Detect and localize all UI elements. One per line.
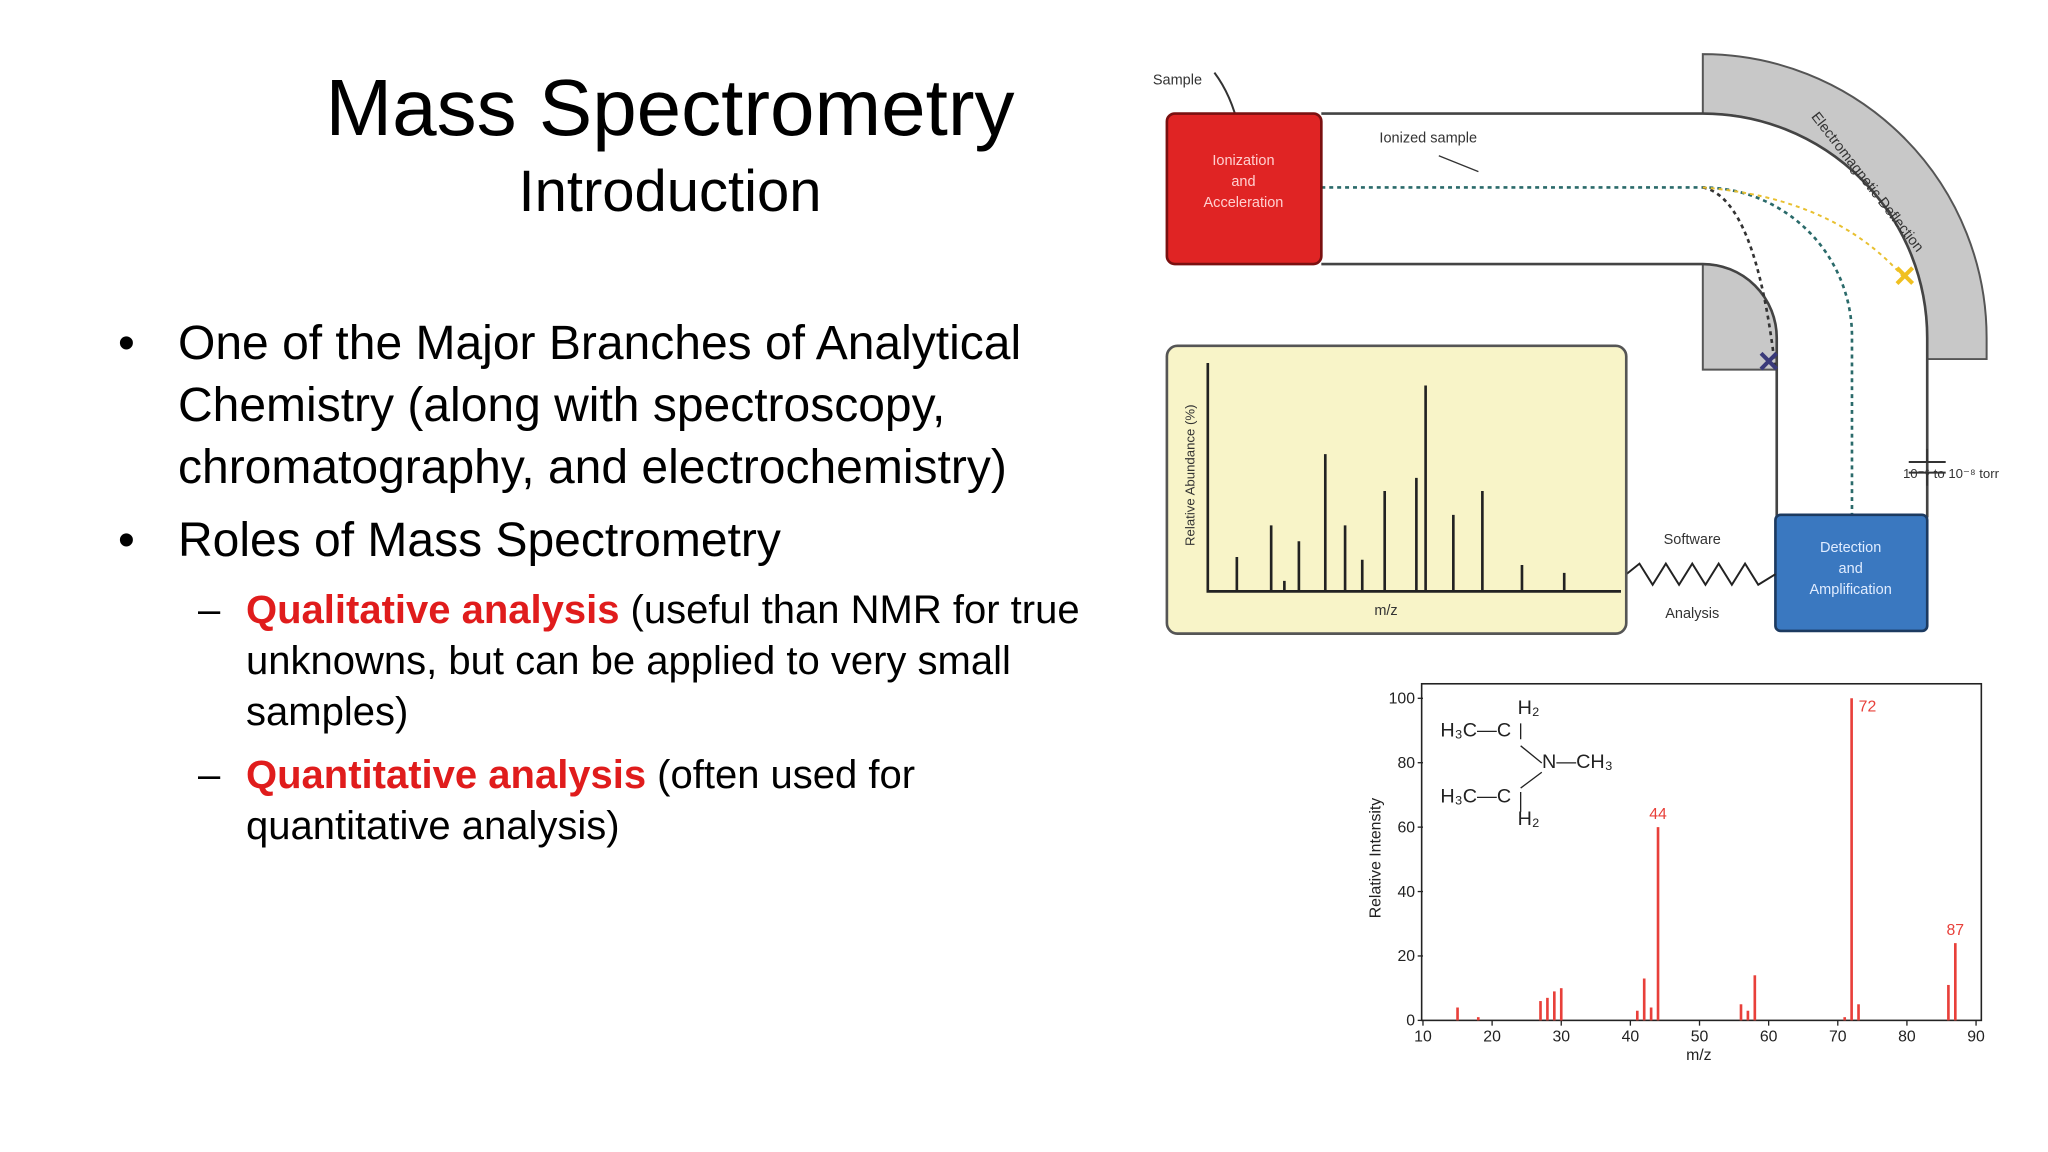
x-mark: × [1758, 341, 1780, 382]
diagram-label: Acceleration [1204, 195, 1284, 211]
detector-box [1774, 513, 1929, 633]
y-tick-label: 100 [1389, 691, 1416, 708]
sub-bullet-marker: – [198, 753, 221, 797]
y-tick-label: 60 [1397, 819, 1415, 836]
sub-bullet-text: (useful than NMR for true unknowns, but … [246, 588, 1080, 734]
structure-label: H₃C—C [1440, 786, 1511, 808]
structure-label: N—CH₃ [1542, 751, 1613, 773]
tube-wall [1321, 262, 1779, 518]
y-axis-label: Relative Intensity [1368, 798, 1385, 919]
x-mark: × [1894, 255, 1916, 296]
peak-label: 72 [1859, 698, 1877, 715]
connector [1625, 561, 1776, 587]
diagram-label: Relative Abundance (%) [1183, 404, 1198, 545]
diagram-label: Analysis [1665, 606, 1719, 622]
tube-wall [1321, 112, 1929, 518]
capacitor [1908, 448, 1946, 486]
ionization-box [1165, 112, 1323, 266]
x-tick-label: 60 [1760, 1029, 1778, 1046]
x-tick-label: 30 [1552, 1029, 1570, 1046]
slide-title: Mass Spectrometry [325, 63, 1015, 152]
bold-term: Qualitative analysis [246, 588, 620, 632]
diagram-label: and [1839, 561, 1863, 577]
x-tick-label: 50 [1691, 1029, 1709, 1046]
diagram-label: Detection [1820, 540, 1881, 556]
bullet-marker: • [118, 514, 135, 567]
y-tick-label: 80 [1397, 755, 1415, 772]
structure-label: H₃C—C [1440, 720, 1511, 742]
diagram-label: Sample [1153, 72, 1202, 88]
peak-label: 44 [1649, 806, 1667, 823]
sub-bullet-text: (often used for quantitative analysis) [246, 753, 916, 848]
x-tick-label: 40 [1622, 1029, 1640, 1046]
y-tick-label: 40 [1397, 884, 1415, 901]
bullet: One of the Major Branches of Analytical … [178, 317, 1022, 494]
peak-label: 87 [1947, 922, 1965, 939]
arrow [1438, 155, 1479, 173]
x-tick-label: 20 [1483, 1029, 1501, 1046]
bullet: Roles of Mass Spectrometry [178, 514, 781, 567]
x-axis-label: m/z [1686, 1047, 1712, 1064]
y-tick-label: 0 [1406, 1013, 1415, 1030]
structure-label: H₂ [1518, 697, 1540, 719]
diagram-label: Software [1664, 532, 1721, 548]
y-tick-label: 20 [1397, 948, 1415, 965]
analysis-panel [1165, 344, 1628, 635]
sub-bullet: Qualitative analysis (useful than NMR for… [246, 585, 1096, 738]
trajectory [1702, 186, 1905, 278]
spectrum-frame [1420, 682, 1983, 1022]
x-tick-label: 80 [1898, 1029, 1916, 1046]
panel-peaks [1235, 385, 1566, 592]
x-tick-label: 90 [1967, 1029, 1985, 1046]
bullet-marker: • [118, 317, 135, 370]
diagram-label: 10⁻⁶ to 10⁻⁸ torr [1903, 466, 2000, 481]
diagram-label: m/z [1374, 603, 1397, 619]
sub-bullet: Quantitative analysis (often used for qua… [246, 750, 1096, 852]
diagram-label: and [1231, 174, 1255, 190]
slide-subtitle: Introduction [518, 159, 822, 224]
x-tick-label: 70 [1829, 1029, 1847, 1046]
diagram-label: Ionization [1212, 153, 1274, 169]
diagram-label: Amplification [1810, 582, 1892, 598]
sub-bullet-marker: – [198, 588, 221, 632]
bold-term: Quantitative analysis [246, 753, 647, 797]
x-tick-label: 10 [1414, 1029, 1432, 1046]
structure-bond [1519, 723, 1543, 812]
structure-label: H₂ [1518, 808, 1540, 830]
diagram-label: Ionized sample [1379, 131, 1477, 147]
